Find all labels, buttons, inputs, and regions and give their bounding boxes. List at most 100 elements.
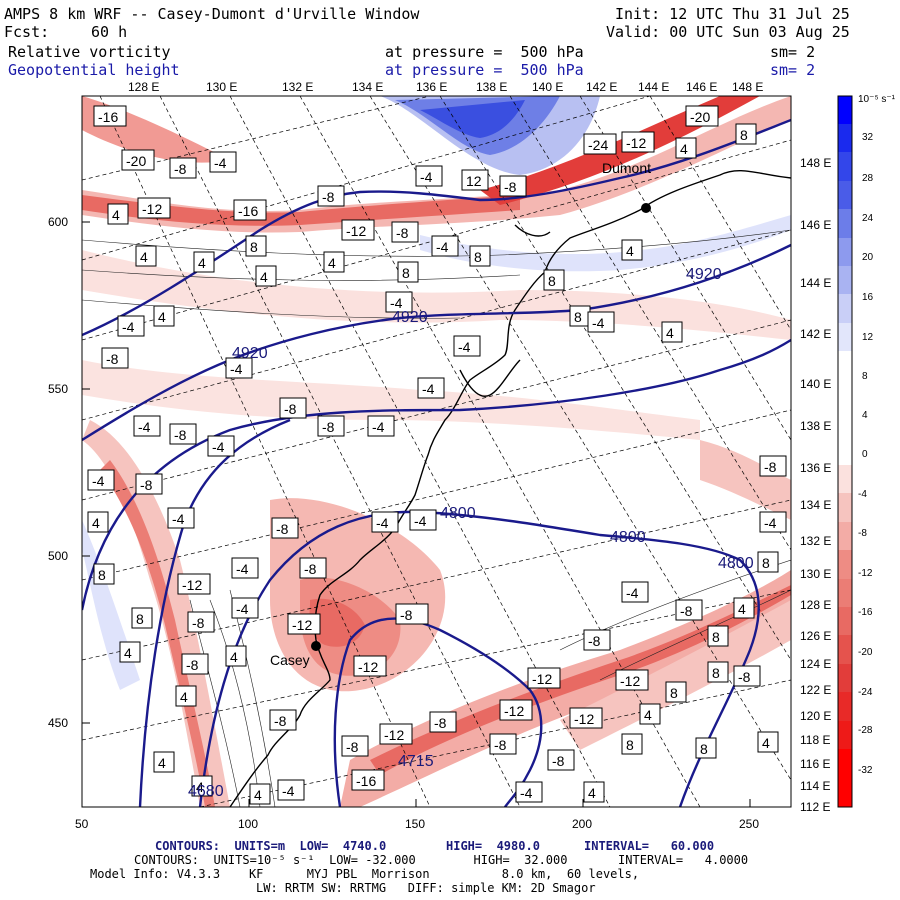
x-tick-label: 200 bbox=[572, 817, 593, 831]
top-lon-label: 142 E bbox=[586, 80, 618, 94]
footer-physics-info: LW: RRTM SW: RRTMG DIFF: simple KM: 2D S… bbox=[256, 881, 596, 895]
right-lon-label: 140 E bbox=[800, 377, 832, 391]
svg-text:-8: -8 bbox=[322, 189, 335, 205]
svg-text:-20: -20 bbox=[126, 153, 146, 169]
y-tick-label: 450 bbox=[48, 716, 69, 730]
svg-text:8: 8 bbox=[670, 685, 678, 701]
colorbar-label: -20 bbox=[858, 647, 873, 658]
right-lon-label: 118 E bbox=[800, 733, 831, 747]
svg-text:4: 4 bbox=[124, 645, 132, 661]
svg-text:-8: -8 bbox=[106, 351, 119, 367]
right-lon-label: 134 E bbox=[800, 498, 832, 512]
svg-text:-4: -4 bbox=[626, 585, 639, 601]
svg-text:-8: -8 bbox=[346, 739, 359, 755]
x-tick-label: 100 bbox=[238, 817, 259, 831]
height-label: 4800 bbox=[610, 529, 646, 546]
plot-frame bbox=[81, 95, 792, 808]
svg-text:-4: -4 bbox=[172, 511, 185, 527]
top-lon-label: 148 E bbox=[732, 80, 764, 94]
top-lon-label: 130 E bbox=[206, 80, 238, 94]
svg-text:4: 4 bbox=[588, 785, 596, 801]
svg-text:8: 8 bbox=[474, 249, 482, 265]
svg-text:-16: -16 bbox=[238, 203, 258, 219]
svg-text:-8: -8 bbox=[738, 669, 751, 685]
svg-text:4: 4 bbox=[140, 249, 148, 265]
svg-text:-12: -12 bbox=[620, 673, 640, 689]
right-lon-label: 138 E bbox=[800, 419, 832, 433]
svg-text:8: 8 bbox=[712, 629, 720, 645]
svg-text:8: 8 bbox=[712, 665, 720, 681]
top-lon-label: 144 E bbox=[638, 80, 670, 94]
colorbar-label: -32 bbox=[858, 765, 873, 776]
footer-height-contours: CONTOURS: UNITS=m LOW= 4740.0 bbox=[155, 839, 387, 853]
svg-text:4: 4 bbox=[230, 649, 238, 665]
right-lon-label: 114 E bbox=[800, 779, 831, 793]
right-lon-label: 112 E bbox=[800, 800, 831, 814]
svg-text:-12: -12 bbox=[292, 617, 312, 633]
svg-text:-12: -12 bbox=[142, 201, 162, 217]
vorticity-value-labels: -16 -20 -8 -4 -12 -16 -8 -12 -8 -4 -4 12… bbox=[87, 105, 787, 805]
height-label: 4920 bbox=[686, 266, 722, 283]
svg-text:-16: -16 bbox=[98, 109, 118, 125]
colorbar-label: 24 bbox=[862, 213, 874, 224]
height-label: 4680 bbox=[188, 783, 224, 800]
svg-text:4: 4 bbox=[158, 755, 166, 771]
station-label-dumont: Dumont bbox=[602, 160, 652, 176]
svg-text:4: 4 bbox=[92, 515, 100, 531]
svg-text:-8: -8 bbox=[322, 419, 335, 435]
x-tick-label: 250 bbox=[739, 817, 760, 831]
svg-text:-4: -4 bbox=[372, 419, 385, 435]
field2-sm: sm= 2 bbox=[770, 61, 816, 79]
station-dot-casey bbox=[311, 641, 321, 651]
svg-text:-4: -4 bbox=[520, 785, 533, 801]
top-lon-label: 132 E bbox=[282, 80, 314, 94]
svg-text:4: 4 bbox=[158, 309, 166, 325]
svg-text:4: 4 bbox=[666, 325, 674, 341]
footer-vorticity-contours: CONTOURS: UNITS=10⁻⁵ s⁻¹ LOW= -32.000 HI… bbox=[134, 853, 749, 867]
colorbar-label: 32 bbox=[862, 132, 874, 143]
header-fcst-label: Fcst: bbox=[4, 23, 50, 41]
svg-text:-4: -4 bbox=[230, 361, 243, 377]
svg-text:-8: -8 bbox=[764, 459, 777, 475]
svg-text:8: 8 bbox=[700, 741, 708, 757]
field2-level: at pressure = 500 hPa bbox=[385, 61, 584, 79]
right-lon-label: 128 E bbox=[800, 598, 832, 612]
svg-text:-4: -4 bbox=[236, 561, 249, 577]
colorbar-label: -4 bbox=[858, 489, 867, 500]
right-lon-label: 130 E bbox=[800, 567, 832, 581]
colorbar-label: 16 bbox=[862, 292, 874, 303]
svg-text:-12: -12 bbox=[358, 659, 378, 675]
svg-text:-16: -16 bbox=[356, 773, 376, 789]
svg-text:-4: -4 bbox=[420, 169, 433, 185]
svg-text:-8: -8 bbox=[504, 179, 517, 195]
colorbar-label: 12 bbox=[862, 332, 874, 343]
svg-text:-8: -8 bbox=[186, 657, 199, 673]
right-lon-label: 146 E bbox=[800, 218, 832, 232]
svg-text:-4: -4 bbox=[414, 513, 427, 529]
svg-text:4: 4 bbox=[260, 269, 268, 285]
svg-text:-8: -8 bbox=[276, 521, 289, 537]
svg-text:4: 4 bbox=[180, 689, 188, 705]
colorbar-label: -16 bbox=[858, 607, 873, 618]
svg-text:4: 4 bbox=[738, 601, 746, 617]
top-lon-label: 146 E bbox=[686, 80, 718, 94]
colorbar-label: 4 bbox=[862, 410, 868, 421]
right-lon-label: 122 E bbox=[800, 683, 832, 697]
svg-text:-8: -8 bbox=[284, 401, 297, 417]
right-lon-label: 126 E bbox=[800, 629, 832, 643]
top-lon-label: 128 E bbox=[128, 80, 160, 94]
svg-text:-8: -8 bbox=[494, 737, 507, 753]
svg-text:-8: -8 bbox=[434, 715, 447, 731]
right-lon-label: 120 E bbox=[800, 709, 832, 723]
svg-text:-8: -8 bbox=[174, 161, 187, 177]
footer-model-info: Model Info: V4.3.3 KF MYJ PBL Morrison 8… bbox=[90, 867, 640, 881]
station-label-casey: Casey bbox=[270, 652, 310, 668]
svg-text:-12: -12 bbox=[504, 703, 524, 719]
right-lon-label: 136 E bbox=[800, 461, 832, 475]
svg-text:-24: -24 bbox=[588, 137, 608, 153]
svg-text:-4: -4 bbox=[592, 315, 605, 331]
x-tick-label: 150 bbox=[405, 817, 426, 831]
svg-text:4: 4 bbox=[644, 707, 652, 723]
svg-text:-12: -12 bbox=[626, 135, 646, 151]
right-lon-label: 144 E bbox=[800, 276, 832, 290]
